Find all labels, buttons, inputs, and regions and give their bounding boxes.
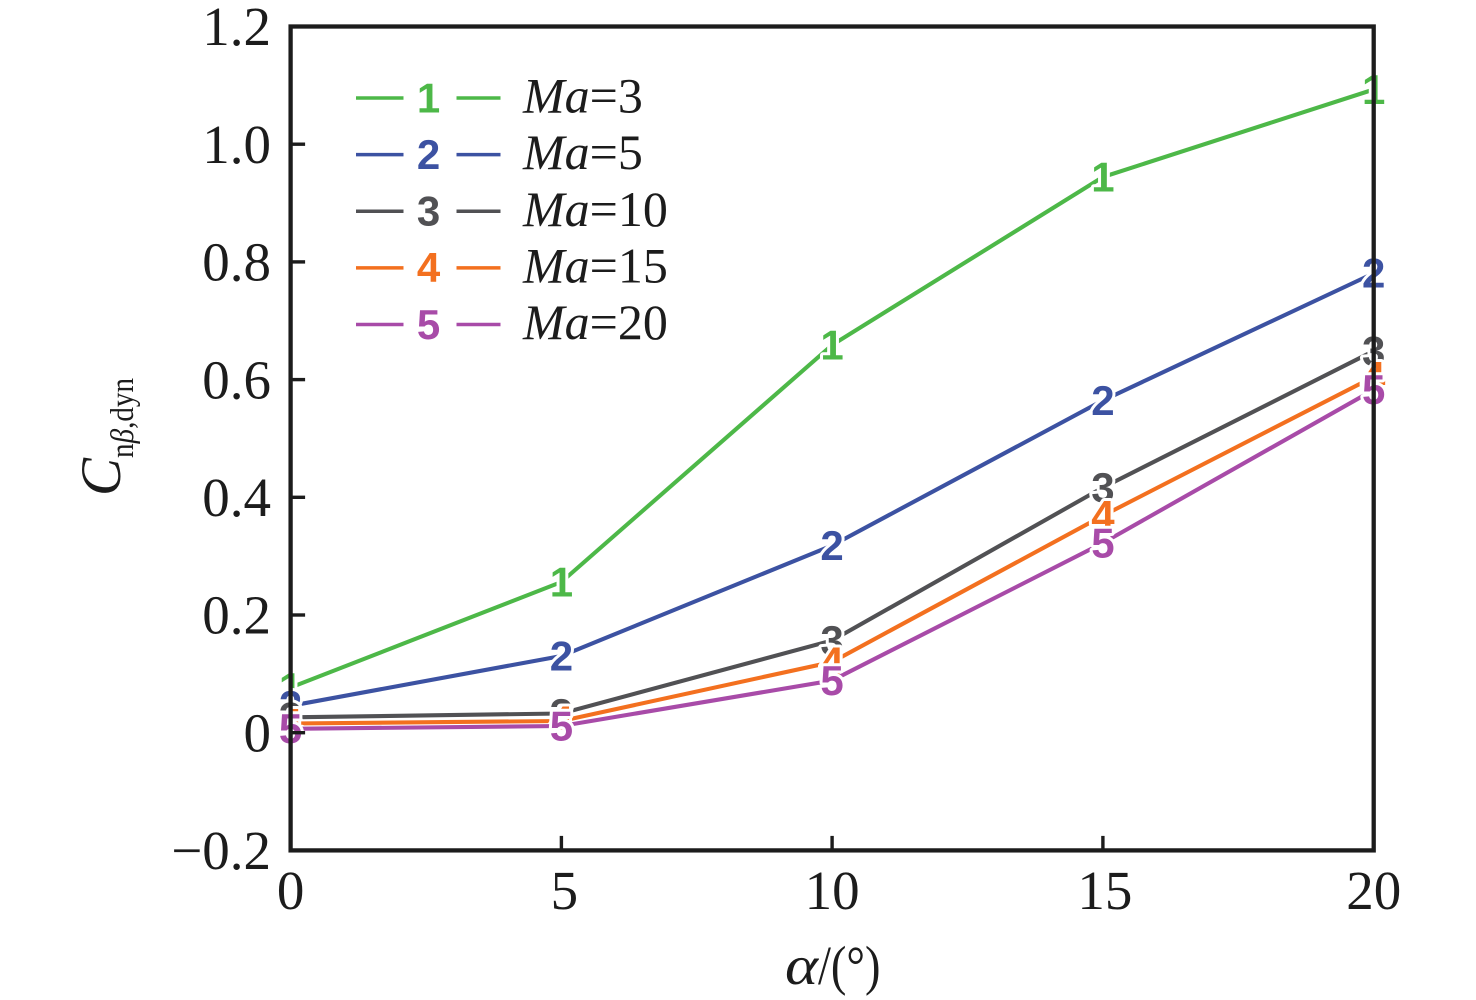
svg-text:1.0: 1.0 [202, 114, 271, 175]
svg-text:1: 1 [1091, 153, 1114, 200]
svg-text:3: 3 [1091, 464, 1114, 511]
svg-text:1.2: 1.2 [202, 0, 271, 57]
svg-text:Ma=20: Ma=20 [522, 294, 668, 350]
svg-text:3: 3 [417, 188, 440, 235]
svg-text:1: 1 [820, 321, 843, 368]
svg-text:α/(°): α/(°) [785, 935, 881, 996]
svg-text:5: 5 [820, 657, 843, 704]
svg-text:0: 0 [277, 860, 305, 921]
svg-text:0.4: 0.4 [202, 467, 271, 528]
svg-text:Ma=3: Ma=3 [522, 68, 643, 124]
svg-text:0.2: 0.2 [202, 585, 271, 646]
svg-text:5: 5 [550, 702, 573, 749]
svg-text:2: 2 [417, 131, 440, 178]
svg-text:Cnβ,dyn: Cnβ,dyn [70, 378, 141, 496]
svg-text:2: 2 [550, 632, 573, 679]
svg-text:4: 4 [1091, 492, 1115, 539]
svg-text:1: 1 [417, 74, 440, 121]
svg-text:2: 2 [820, 522, 843, 569]
svg-text:10: 10 [805, 860, 860, 921]
svg-text:20: 20 [1346, 860, 1401, 921]
svg-text:3: 3 [820, 617, 843, 664]
svg-text:5: 5 [1091, 519, 1114, 566]
svg-text:15: 15 [1077, 860, 1132, 921]
svg-text:0.8: 0.8 [202, 232, 271, 293]
svg-text:Ma=10: Ma=10 [522, 181, 668, 237]
svg-text:5: 5 [417, 301, 440, 348]
svg-text:0.6: 0.6 [202, 349, 271, 410]
svg-text:−0.2: −0.2 [171, 820, 271, 881]
svg-text:1: 1 [550, 558, 573, 605]
svg-text:4: 4 [550, 697, 574, 744]
svg-text:4: 4 [417, 244, 441, 291]
svg-text:2: 2 [1091, 377, 1114, 424]
svg-text:Ma=15: Ma=15 [522, 237, 668, 293]
svg-text:0: 0 [244, 702, 272, 763]
svg-text:5: 5 [551, 860, 579, 921]
svg-text:Ma=5: Ma=5 [522, 124, 643, 180]
